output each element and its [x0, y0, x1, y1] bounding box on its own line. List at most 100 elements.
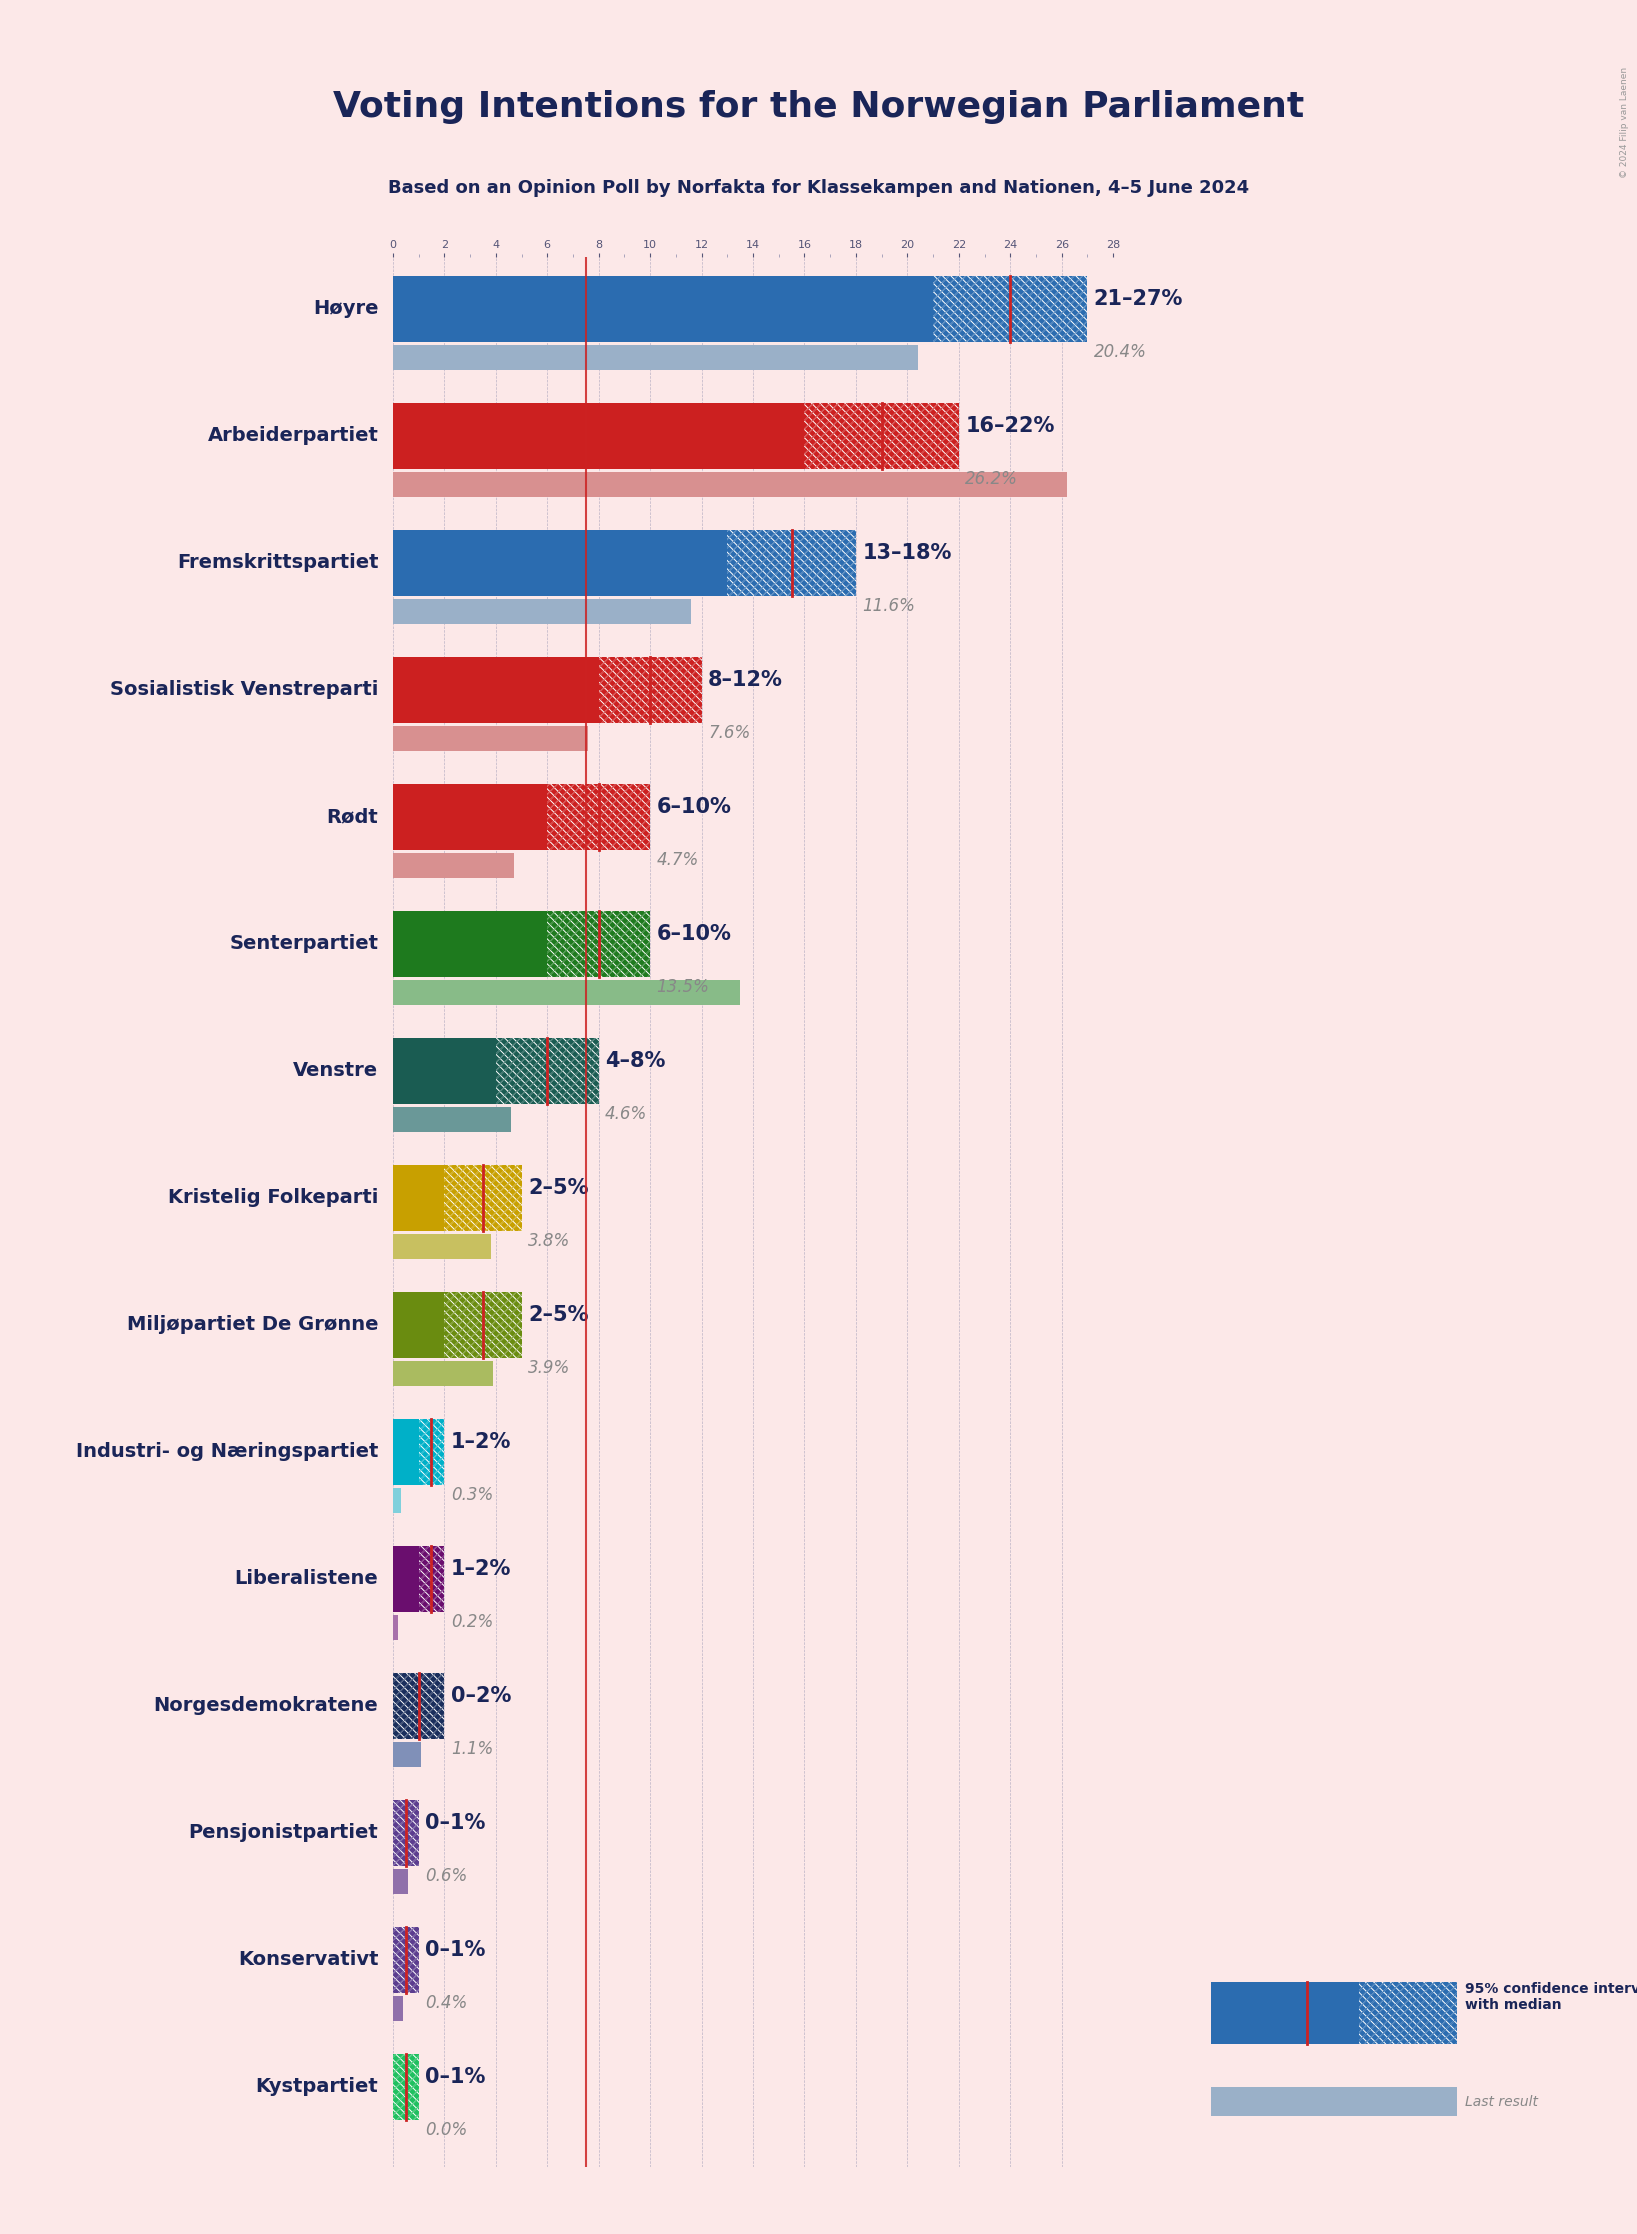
Bar — [393, 1233, 491, 1260]
Text: Kystpartiet: Kystpartiet — [255, 2078, 378, 2095]
Bar — [393, 726, 588, 751]
Text: 0–1%: 0–1% — [426, 2066, 486, 2087]
Bar — [727, 529, 856, 596]
Bar — [393, 784, 547, 849]
Text: 20.4%: 20.4% — [1094, 344, 1148, 362]
Bar — [804, 402, 959, 469]
Bar — [393, 657, 599, 724]
Bar — [727, 529, 856, 596]
Bar — [393, 529, 727, 596]
Bar — [547, 784, 650, 849]
Bar — [393, 277, 933, 342]
Text: Sosialistisk Venstreparti: Sosialistisk Venstreparti — [110, 681, 378, 699]
Text: © 2024 Filip van Laenen: © 2024 Filip van Laenen — [1621, 67, 1629, 179]
Text: 3.8%: 3.8% — [527, 1233, 570, 1251]
Bar — [599, 657, 702, 724]
Bar — [393, 1673, 444, 1738]
Text: 1–2%: 1–2% — [450, 1559, 511, 1579]
Bar — [393, 1801, 419, 1865]
Bar — [393, 1995, 403, 2022]
Bar — [393, 599, 691, 623]
Bar — [444, 1291, 522, 1358]
Bar — [393, 853, 514, 878]
Text: 1.1%: 1.1% — [450, 1740, 493, 1758]
Text: 2–5%: 2–5% — [527, 1177, 588, 1197]
Bar — [393, 344, 918, 371]
Text: Last result: Last result — [1465, 2095, 1539, 2109]
Text: 0.3%: 0.3% — [450, 1486, 493, 1503]
Text: 4.7%: 4.7% — [656, 851, 699, 869]
Bar — [393, 2053, 419, 2120]
Text: 0.4%: 0.4% — [426, 1995, 467, 2013]
Text: 11.6%: 11.6% — [863, 596, 915, 614]
Bar — [393, 1488, 401, 1512]
Bar — [393, 1868, 408, 1894]
Bar — [393, 1928, 419, 1993]
Bar — [444, 1164, 522, 1231]
Bar — [419, 1419, 444, 1486]
Bar — [393, 471, 1067, 496]
Text: 26.2%: 26.2% — [966, 469, 1018, 489]
Bar — [393, 978, 740, 1005]
Bar — [933, 277, 1087, 342]
Text: 4–8%: 4–8% — [606, 1050, 666, 1070]
Bar — [599, 657, 702, 724]
Bar — [393, 1039, 496, 1104]
Bar — [393, 1291, 444, 1358]
Text: 4.6%: 4.6% — [606, 1106, 647, 1124]
Text: Voting Intentions for the Norwegian Parliament: Voting Intentions for the Norwegian Parl… — [332, 89, 1305, 125]
Bar — [393, 978, 740, 1005]
Text: 0.6%: 0.6% — [426, 1868, 467, 1885]
Bar — [393, 1743, 421, 1767]
Text: Arbeiderpartiet: Arbeiderpartiet — [208, 427, 378, 445]
Bar — [547, 911, 650, 976]
Text: 0–2%: 0–2% — [450, 1687, 511, 1707]
Bar — [547, 784, 650, 849]
Text: Fremskrittspartiet: Fremskrittspartiet — [177, 554, 378, 572]
Bar — [393, 1743, 421, 1767]
Bar — [393, 599, 691, 623]
Bar — [393, 1928, 419, 1993]
Bar — [393, 2053, 419, 2120]
Text: Senterpartiet: Senterpartiet — [229, 934, 378, 954]
Bar — [393, 402, 804, 469]
Text: Pensjonistpartiet: Pensjonistpartiet — [188, 1823, 378, 1843]
Bar — [444, 1291, 522, 1358]
Text: 13.5%: 13.5% — [656, 978, 709, 996]
Bar — [393, 1361, 493, 1385]
Bar — [547, 911, 650, 976]
Bar — [393, 344, 918, 371]
Bar — [419, 1546, 444, 1613]
Bar — [393, 1106, 511, 1133]
Bar — [393, 853, 514, 878]
Bar — [393, 2053, 419, 2120]
Bar — [444, 1291, 522, 1358]
Bar — [393, 1615, 398, 1640]
Text: Based on an Opinion Poll by Norfakta for Klassekampen and Nationen, 4–5 June 202: Based on an Opinion Poll by Norfakta for… — [388, 179, 1249, 197]
Bar — [393, 1673, 444, 1738]
Bar — [599, 657, 702, 724]
Bar — [547, 911, 650, 976]
Text: 8–12%: 8–12% — [709, 670, 782, 690]
Bar — [444, 1164, 522, 1231]
Text: 0.0%: 0.0% — [426, 2120, 467, 2140]
Bar — [804, 402, 959, 469]
Text: 95% confidence interval
with median: 95% confidence interval with median — [1465, 1982, 1637, 2013]
Bar — [393, 471, 1067, 496]
Text: Konservativt: Konservativt — [237, 1950, 378, 1970]
Bar — [496, 1039, 599, 1104]
Text: Liberalistene: Liberalistene — [234, 1571, 378, 1588]
Text: 6–10%: 6–10% — [656, 798, 732, 818]
Bar — [419, 1419, 444, 1486]
Bar — [393, 726, 588, 751]
Bar — [804, 402, 959, 469]
Bar — [393, 1488, 401, 1512]
Bar — [393, 1233, 491, 1260]
Text: 0–1%: 0–1% — [426, 1939, 486, 1959]
Bar — [419, 1546, 444, 1613]
Bar — [444, 1164, 522, 1231]
Text: 6–10%: 6–10% — [656, 925, 732, 943]
Text: 0–1%: 0–1% — [426, 1812, 486, 1832]
Text: Rødt: Rødt — [327, 806, 378, 827]
Bar — [419, 1419, 444, 1486]
